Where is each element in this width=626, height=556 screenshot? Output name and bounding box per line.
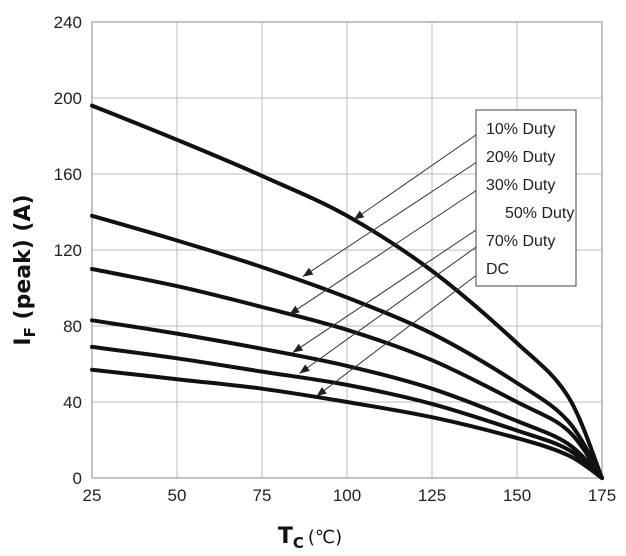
x-axis-title-main: T [278,524,293,549]
y-axis-title-sub: F [21,327,39,337]
series-line-dc [90,367,604,480]
series-line-30-duty [90,267,604,480]
y-tick-label-200: 200 [54,89,82,108]
legend-pointer-dc [316,267,487,397]
y-axis-title-main: I [11,337,36,345]
legend-pointer-arrowhead-70-duty [299,364,310,374]
x-tick-label-25: 25 [83,486,102,505]
x-axis-title-sub: C [293,534,304,552]
y-tick-label-80: 80 [63,317,82,336]
legend-pointer-arrowhead-50-duty [292,343,304,353]
legend-pointers [288,127,504,397]
legend-pointer-30-duty [288,183,487,316]
plot-frame [91,21,603,479]
x-axis-title-unit: (℃) [308,527,342,548]
legend-pointer-70-duty [299,239,487,374]
y-tick-label-40: 40 [63,393,82,412]
x-tick-label-150: 150 [503,486,531,505]
legend-pointer-arrowhead-dc [316,387,327,397]
legend-entry-30-duty: 30% Duty [486,177,555,194]
legend-entry-dc: DC [486,261,509,278]
y-tick-label-160: 160 [54,165,82,184]
x-tick-label-100: 100 [333,486,361,505]
legend-entry-70-duty: 70% Duty [486,233,555,250]
legend-pointer-arrowhead-10-duty [353,210,365,220]
legend-pointer-arrowhead-30-duty [289,305,300,315]
x-tick-label-75: 75 [253,486,272,505]
legend-entry-20-duty: 20% Duty [486,149,555,166]
y-tick-label-120: 120 [54,241,82,260]
legend-box [475,109,577,287]
y-tick-label-240: 240 [54,13,82,32]
x-tick-label-175: 175 [588,486,616,505]
series-curves [90,103,604,480]
series-line-70-duty [90,344,604,480]
legend-pointer-10-duty [353,127,487,221]
x-tick-label-125: 125 [418,486,446,505]
series-line-20-duty [90,213,604,480]
legend-entry-50-duty: 50% Duty [505,205,574,222]
tick-labels: 25 50 75 100 125 150 175 0 40 80 120 160 200 240 [54,13,617,505]
y-axis-title-rest: (peak) (A) [11,194,36,327]
legend-pointer-20-duty [302,155,487,278]
legend: 10% Duty 20% Duty 30% Duty 50% Duty 70% … [475,109,577,287]
y-tick-label-0: 0 [73,469,82,488]
legend-pointer-50-duty [292,211,504,354]
series-line-10-duty [90,103,604,480]
legend-pointer-arrowhead-20-duty [302,267,314,277]
y-axis-title: IF (peak) (A) [11,194,39,345]
series-line-50-duty [90,318,604,480]
x-tick-label-50: 50 [168,486,187,505]
legend-entry-10-duty: 10% Duty [486,121,555,138]
x-axis-title: TC (℃) [278,524,342,552]
